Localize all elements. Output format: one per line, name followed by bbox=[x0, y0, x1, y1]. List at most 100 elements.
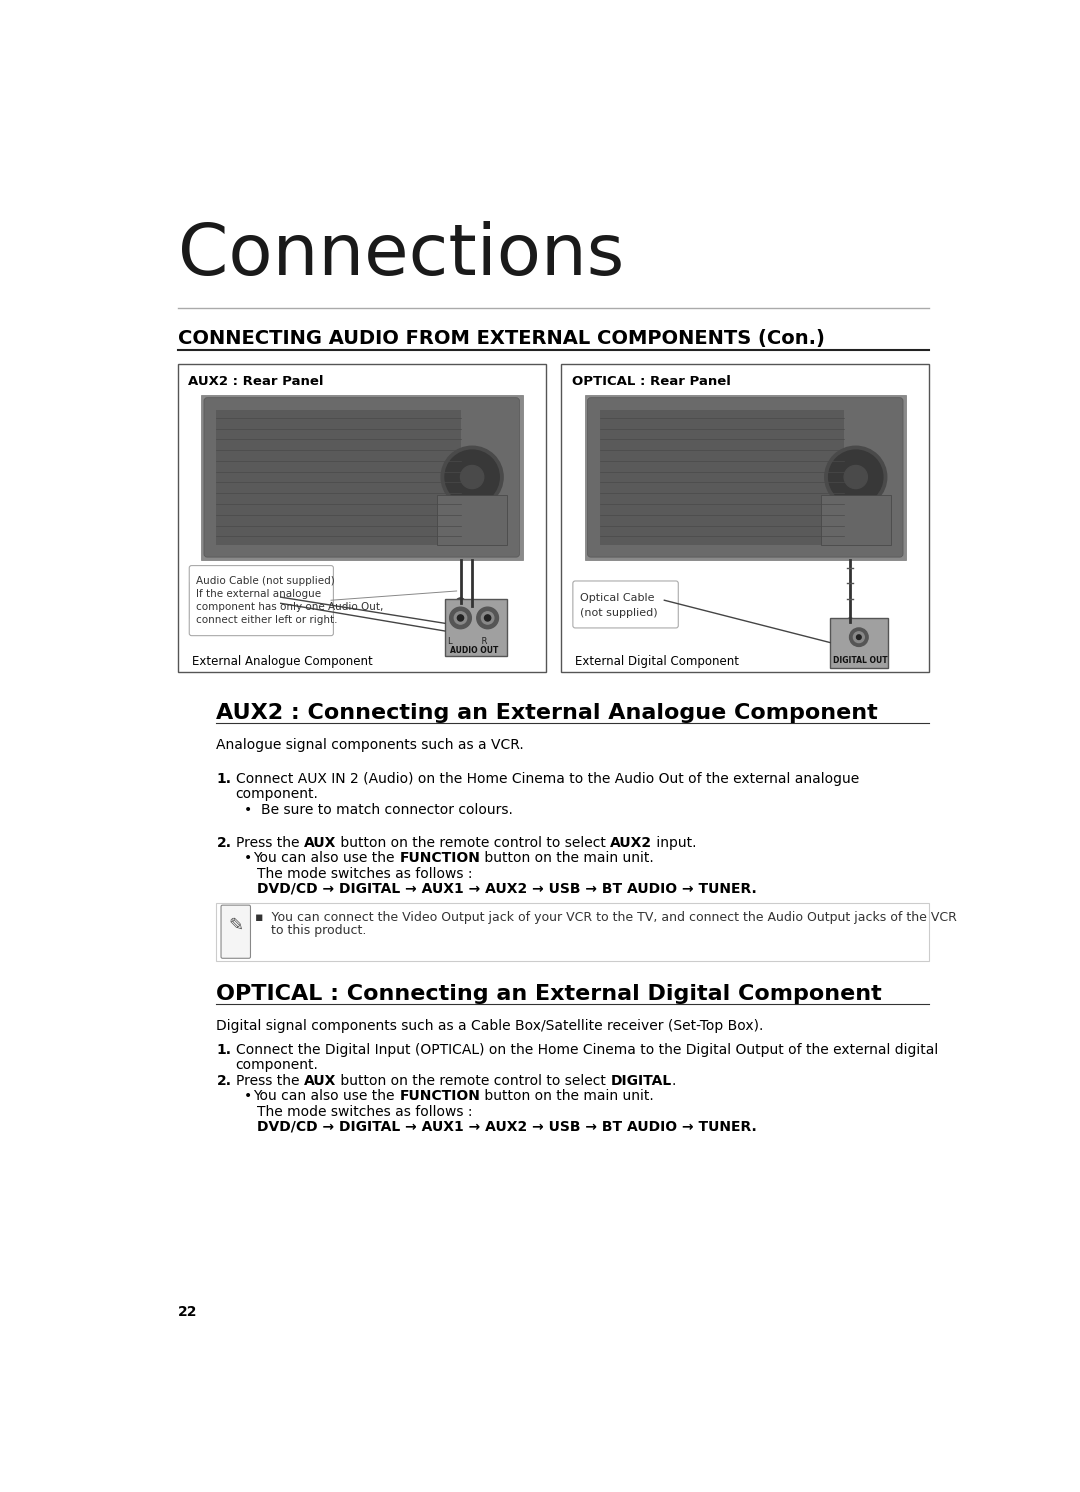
Circle shape bbox=[256, 595, 267, 606]
Text: (not supplied): (not supplied) bbox=[580, 607, 658, 618]
Text: CONNECTING AUDIO FROM EXTERNAL COMPONENTS (Con.): CONNECTING AUDIO FROM EXTERNAL COMPONENT… bbox=[177, 330, 824, 348]
Text: ▪  You can connect the Video Output jack of your VCR to the TV, and connect the : ▪ You can connect the Video Output jack … bbox=[255, 910, 957, 924]
Circle shape bbox=[845, 466, 867, 488]
FancyBboxPatch shape bbox=[445, 598, 507, 656]
Text: button on the main unit.: button on the main unit. bbox=[481, 1089, 654, 1103]
Circle shape bbox=[460, 466, 484, 488]
Text: Digital signal components such as a Cable Box/Satellite receiver (Set-Top Box).: Digital signal components such as a Cabl… bbox=[216, 1019, 764, 1032]
Text: You can also use the: You can also use the bbox=[254, 1089, 400, 1103]
Text: AUX2 : Connecting an External Analogue Component: AUX2 : Connecting an External Analogue C… bbox=[216, 703, 878, 722]
Text: If the external analogue: If the external analogue bbox=[197, 589, 322, 598]
Text: connect either left or right.: connect either left or right. bbox=[197, 615, 338, 625]
Circle shape bbox=[485, 615, 490, 621]
Text: The mode switches as follows :: The mode switches as follows : bbox=[257, 867, 473, 880]
Text: Press the: Press the bbox=[235, 836, 303, 850]
Circle shape bbox=[441, 446, 503, 507]
Text: DIGITAL OUT: DIGITAL OUT bbox=[834, 656, 888, 665]
Circle shape bbox=[212, 597, 218, 603]
Text: The mode switches as follows :: The mode switches as follows : bbox=[257, 1104, 473, 1119]
Text: button on the main unit.: button on the main unit. bbox=[481, 852, 654, 865]
Text: External Analogue Component: External Analogue Component bbox=[191, 655, 373, 668]
FancyBboxPatch shape bbox=[216, 903, 930, 961]
Text: DVD/CD → DIGITAL → AUX1 → AUX2 → USB → BT AUDIO → TUNER.: DVD/CD → DIGITAL → AUX1 → AUX2 → USB → B… bbox=[257, 882, 757, 895]
Text: L           R: L R bbox=[448, 637, 487, 646]
Text: button on the remote control to select: button on the remote control to select bbox=[336, 836, 610, 850]
FancyBboxPatch shape bbox=[177, 364, 545, 671]
Text: 1.: 1. bbox=[216, 1043, 231, 1056]
FancyBboxPatch shape bbox=[189, 565, 334, 636]
Text: component.: component. bbox=[235, 788, 319, 801]
Text: Optical Cable: Optical Cable bbox=[580, 592, 654, 603]
Text: You can also use the: You can also use the bbox=[254, 852, 400, 865]
Circle shape bbox=[449, 607, 471, 628]
FancyBboxPatch shape bbox=[578, 588, 608, 615]
FancyBboxPatch shape bbox=[190, 582, 282, 619]
Circle shape bbox=[619, 597, 625, 603]
Text: 2.: 2. bbox=[216, 1074, 231, 1088]
Circle shape bbox=[468, 601, 476, 612]
Circle shape bbox=[639, 595, 650, 606]
Text: .: . bbox=[672, 1074, 676, 1088]
Circle shape bbox=[856, 636, 861, 640]
FancyBboxPatch shape bbox=[572, 580, 678, 628]
Text: to this product.: to this product. bbox=[255, 925, 366, 937]
Circle shape bbox=[850, 628, 868, 646]
Text: component.: component. bbox=[235, 1058, 319, 1073]
Circle shape bbox=[456, 598, 465, 607]
Text: •: • bbox=[243, 852, 260, 865]
FancyBboxPatch shape bbox=[204, 398, 519, 557]
Text: OPTICAL : Rear Panel: OPTICAL : Rear Panel bbox=[572, 374, 731, 388]
Text: button on the remote control to select: button on the remote control to select bbox=[336, 1074, 610, 1088]
Text: AUX2: AUX2 bbox=[610, 836, 652, 850]
Text: 22: 22 bbox=[177, 1306, 198, 1319]
FancyBboxPatch shape bbox=[821, 495, 891, 545]
Circle shape bbox=[853, 631, 864, 643]
FancyBboxPatch shape bbox=[562, 364, 930, 671]
Text: AUX: AUX bbox=[303, 1074, 336, 1088]
Text: Audio Cable (not supplied): Audio Cable (not supplied) bbox=[197, 576, 335, 585]
FancyBboxPatch shape bbox=[584, 395, 906, 560]
Text: component has only one Audio Out,: component has only one Audio Out, bbox=[197, 601, 383, 612]
Text: ✎: ✎ bbox=[228, 916, 243, 934]
Text: DVD/CD → DIGITAL → AUX1 → AUX2 → USB → BT AUDIO → TUNER.: DVD/CD → DIGITAL → AUX1 → AUX2 → USB → B… bbox=[257, 1120, 757, 1134]
Circle shape bbox=[458, 615, 463, 621]
Text: Analogue signal components such as a VCR.: Analogue signal components such as a VCR… bbox=[216, 739, 524, 752]
Text: FUNCTION: FUNCTION bbox=[400, 852, 481, 865]
Circle shape bbox=[825, 446, 887, 507]
Circle shape bbox=[595, 597, 602, 603]
Text: Connections: Connections bbox=[177, 221, 624, 291]
Text: 2.: 2. bbox=[216, 836, 231, 850]
Circle shape bbox=[445, 451, 499, 504]
Text: OPTICAL : Connecting an External Digital Component: OPTICAL : Connecting an External Digital… bbox=[216, 983, 882, 1004]
Circle shape bbox=[476, 607, 499, 628]
Text: AUX: AUX bbox=[303, 836, 336, 850]
Text: AUX2 : Rear Panel: AUX2 : Rear Panel bbox=[189, 374, 324, 388]
Text: External Digital Component: External Digital Component bbox=[576, 655, 739, 668]
Text: Press the: Press the bbox=[235, 1074, 303, 1088]
FancyBboxPatch shape bbox=[437, 495, 507, 545]
FancyBboxPatch shape bbox=[194, 588, 225, 615]
Text: DIGITAL: DIGITAL bbox=[610, 1074, 672, 1088]
Circle shape bbox=[847, 618, 854, 625]
Text: input.: input. bbox=[652, 836, 697, 850]
Text: Connect AUX IN 2 (Audio) on the Home Cinema to the Audio Out of the external ana: Connect AUX IN 2 (Audio) on the Home Cin… bbox=[235, 771, 859, 786]
Text: •  Be sure to match connector colours.: • Be sure to match connector colours. bbox=[243, 803, 512, 816]
Text: •: • bbox=[243, 1089, 260, 1103]
Text: Connect the Digital Input (OPTICAL) on the Home Cinema to the Digital Output of : Connect the Digital Input (OPTICAL) on t… bbox=[235, 1043, 939, 1056]
Text: FUNCTION: FUNCTION bbox=[400, 1089, 481, 1103]
Text: AUDIO OUT: AUDIO OUT bbox=[449, 646, 498, 655]
Circle shape bbox=[224, 597, 230, 603]
Circle shape bbox=[828, 451, 882, 504]
FancyBboxPatch shape bbox=[600, 410, 845, 545]
FancyBboxPatch shape bbox=[831, 618, 889, 668]
Text: 1.: 1. bbox=[216, 771, 231, 786]
FancyBboxPatch shape bbox=[588, 398, 903, 557]
Circle shape bbox=[607, 597, 613, 603]
Circle shape bbox=[482, 612, 494, 624]
FancyBboxPatch shape bbox=[201, 395, 523, 560]
FancyBboxPatch shape bbox=[221, 906, 251, 958]
FancyBboxPatch shape bbox=[216, 410, 460, 545]
Circle shape bbox=[455, 612, 467, 624]
FancyBboxPatch shape bbox=[573, 582, 666, 619]
Circle shape bbox=[235, 597, 241, 603]
